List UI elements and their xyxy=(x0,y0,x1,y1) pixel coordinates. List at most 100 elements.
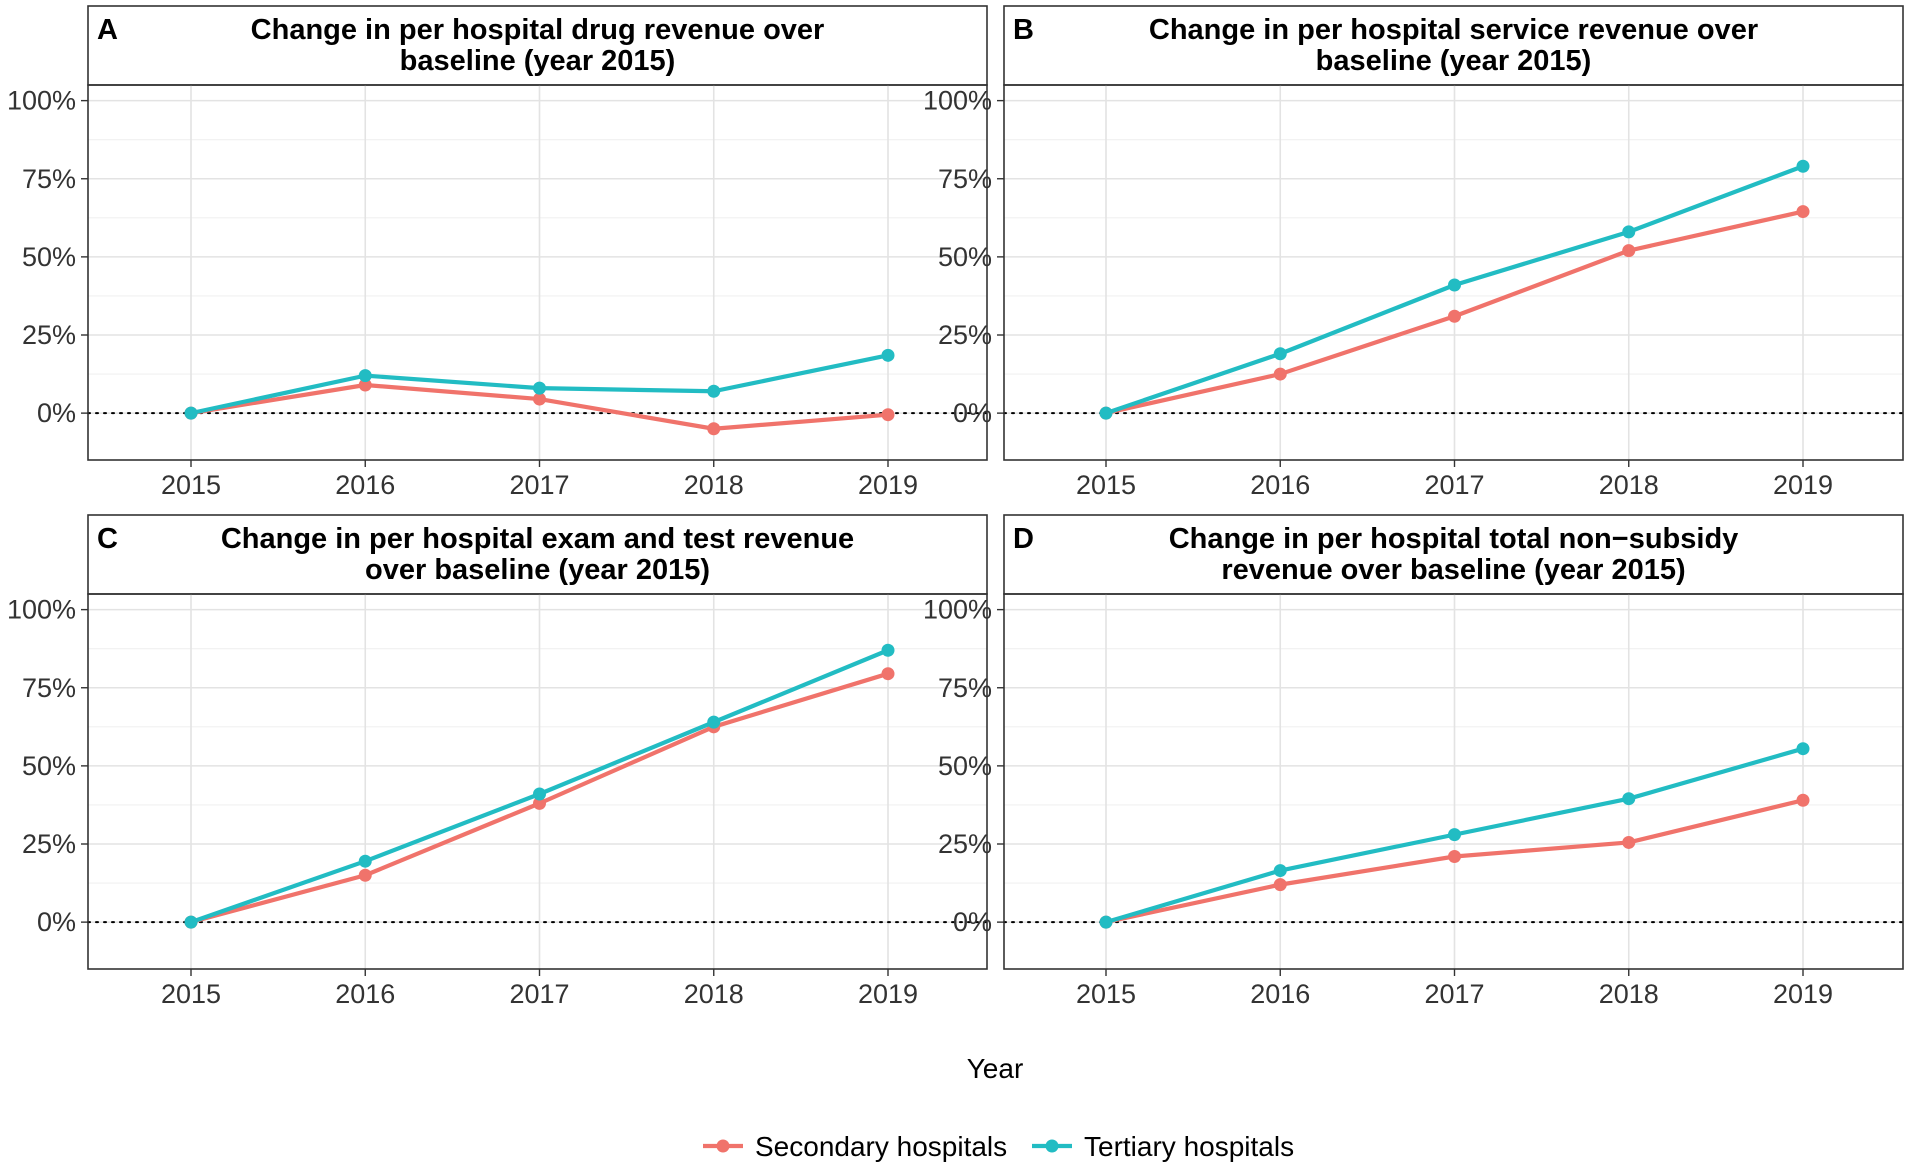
data-point xyxy=(533,392,546,406)
y-tick-label: 25% xyxy=(22,320,76,350)
data-point xyxy=(1273,878,1287,892)
y-tick-label: 100% xyxy=(923,595,992,625)
legend-label: Secondary hospitals xyxy=(755,1131,1007,1162)
y-tick-label: 0% xyxy=(953,398,992,428)
panel-border xyxy=(87,593,988,970)
x-tick-label: 2017 xyxy=(509,979,569,1009)
data-point xyxy=(184,915,198,929)
panel-strip xyxy=(1003,5,1904,86)
data-point xyxy=(358,868,372,882)
data-point xyxy=(1796,205,1810,219)
series-tertiary-hospitals xyxy=(184,348,895,420)
panel-b: 100% 75% 50% 25% 0% 2015 2016 2017 2018 2019 Chang… xyxy=(923,5,1904,500)
data-point xyxy=(358,369,372,383)
y-tick-label: 75% xyxy=(22,673,76,703)
y-tick-label: 0% xyxy=(37,398,76,428)
panel-letter: C xyxy=(97,523,118,555)
x-tick-label: 2018 xyxy=(684,979,744,1009)
data-point xyxy=(881,643,895,657)
panel-strip xyxy=(87,514,988,595)
data-point xyxy=(1796,742,1810,756)
legend: Secondary hospitals Tertiary hospitals xyxy=(703,1131,1294,1162)
x-tick-label: 2016 xyxy=(1250,979,1310,1009)
data-point xyxy=(1622,792,1636,806)
y-tick-label: 100% xyxy=(7,595,76,625)
y-tick-label: 0% xyxy=(37,907,76,937)
data-point xyxy=(1273,347,1287,361)
y-tick-label: 25% xyxy=(938,320,992,350)
data-point xyxy=(358,378,372,392)
data-point xyxy=(881,408,895,422)
x-tick-label: 2016 xyxy=(335,470,395,500)
x-tick-label: 2018 xyxy=(684,470,744,500)
x-tick-label: 2015 xyxy=(1076,979,1136,1009)
data-point xyxy=(533,796,546,810)
panel-strip xyxy=(87,5,988,86)
y-tick-label: 75% xyxy=(938,673,992,703)
panel-letter: D xyxy=(1013,523,1034,555)
data-point xyxy=(1273,864,1287,878)
panel-border xyxy=(87,84,988,461)
data-point xyxy=(1622,835,1636,849)
x-tick-label: 2019 xyxy=(858,979,918,1009)
y-tick-label: 75% xyxy=(22,164,76,194)
legend-label: Tertiary hospitals xyxy=(1084,1131,1294,1162)
data-point xyxy=(358,854,372,868)
x-axis-title: Year xyxy=(967,1053,1024,1084)
y-tick-label: 50% xyxy=(938,242,992,272)
data-point xyxy=(881,667,895,681)
y-tick-label: 100% xyxy=(923,86,992,116)
y-tick-label: 75% xyxy=(938,164,992,194)
y-tick-label: 25% xyxy=(22,829,76,859)
data-point xyxy=(881,348,895,362)
legend-key-point xyxy=(1045,1139,1059,1153)
data-point xyxy=(1622,244,1636,258)
data-point xyxy=(707,715,721,729)
data-point xyxy=(707,422,721,436)
x-tick-label: 2016 xyxy=(335,979,395,1009)
series-tertiary-hospitals xyxy=(184,643,895,929)
panel-c: 100% 75% 50% 25% 0% 2015 2016 2017 2018 2019 Chang… xyxy=(7,514,988,1009)
data-point xyxy=(533,381,546,395)
legend-item-secondary-hospitals: Secondary hospitals xyxy=(703,1131,1007,1162)
panel-border xyxy=(1003,84,1904,461)
y-tick-label: 50% xyxy=(22,751,76,781)
x-tick-label: 2018 xyxy=(1599,979,1659,1009)
panel-letter: B xyxy=(1013,14,1034,46)
panel-border xyxy=(1003,593,1904,970)
legend-key-point xyxy=(716,1139,730,1153)
y-tick-label: 50% xyxy=(22,242,76,272)
panel-title: Change in per hospital total non−subsidy xyxy=(1169,523,1739,555)
data-point xyxy=(1448,278,1461,292)
panel-d: 100% 75% 50% 25% 0% 2015 2016 2017 2018 2019 Chang… xyxy=(923,514,1904,1009)
panel-letter: A xyxy=(97,14,118,46)
series-tertiary-hospitals xyxy=(1099,742,1810,929)
x-tick-label: 2019 xyxy=(1773,979,1833,1009)
y-tick-label: 0% xyxy=(953,907,992,937)
x-tick-label: 2015 xyxy=(161,979,221,1009)
data-point xyxy=(1099,915,1113,929)
data-point xyxy=(1448,309,1461,323)
data-point xyxy=(1273,367,1287,381)
y-tick-label: 25% xyxy=(938,829,992,859)
data-point xyxy=(533,787,546,801)
data-point xyxy=(1448,850,1461,863)
y-tick-label: 50% xyxy=(938,751,992,781)
x-tick-label: 2016 xyxy=(1250,470,1310,500)
x-tick-label: 2017 xyxy=(1424,470,1484,500)
data-point xyxy=(1622,225,1636,239)
x-tick-label: 2015 xyxy=(161,470,221,500)
panel-title: Change in per hospital exam and test rev… xyxy=(221,523,854,555)
series-secondary-hospitals xyxy=(1099,793,1810,929)
x-tick-label: 2018 xyxy=(1599,470,1659,500)
data-point xyxy=(707,384,721,398)
data-point xyxy=(1796,159,1810,173)
x-tick-label: 2019 xyxy=(858,470,918,500)
panel-title: revenue over baseline (year 2015) xyxy=(1221,554,1685,586)
x-tick-label: 2019 xyxy=(1773,470,1833,500)
data-point xyxy=(184,406,198,420)
legend-item-tertiary-hospitals: Tertiary hospitals xyxy=(1032,1131,1294,1162)
panel-title: Change in per hospital drug revenue over xyxy=(251,14,825,46)
x-tick-label: 2015 xyxy=(1076,470,1136,500)
